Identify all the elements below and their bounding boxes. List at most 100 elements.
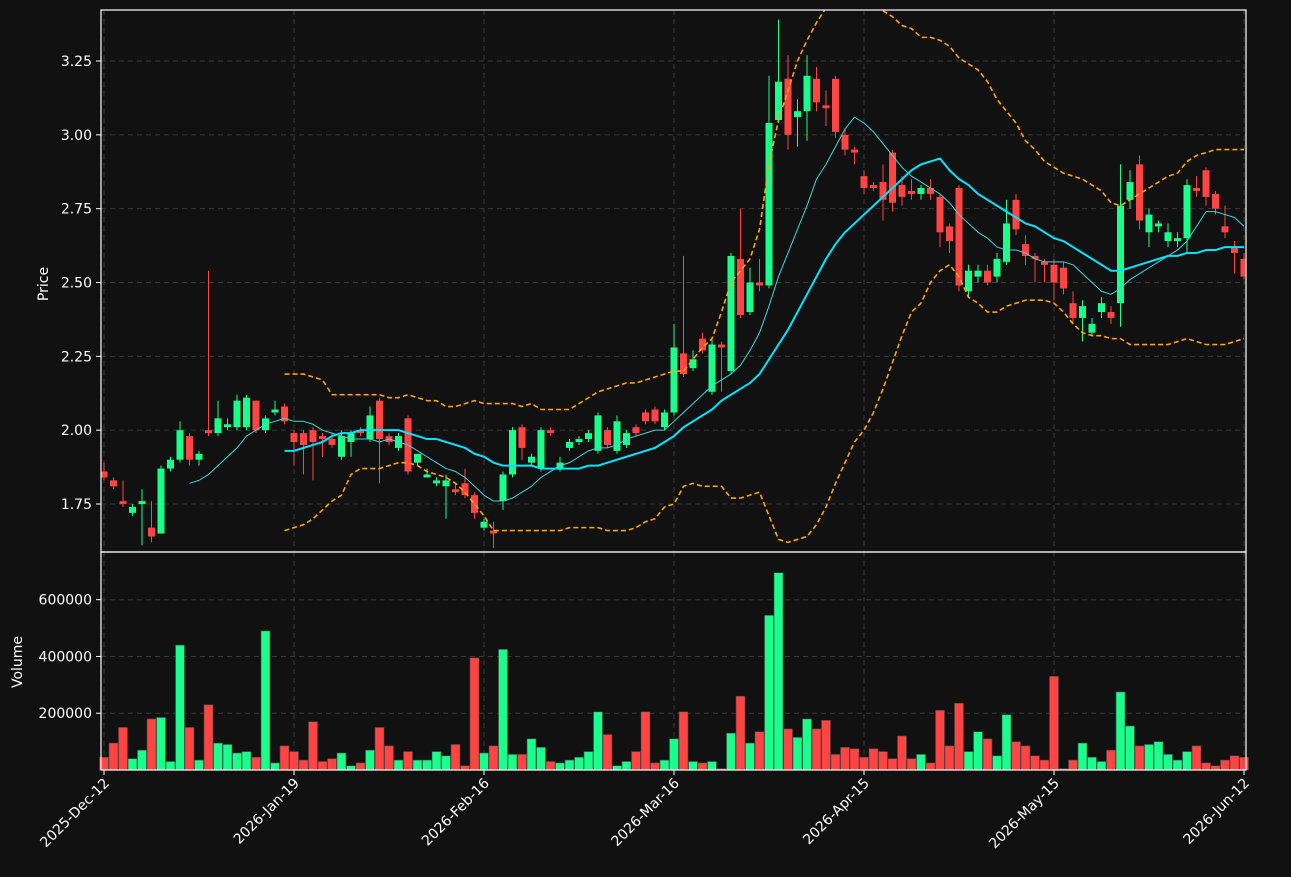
- candle-body: [585, 433, 592, 440]
- volume-bar: [289, 751, 299, 771]
- volume-bar: [555, 762, 565, 771]
- candle-body: [176, 430, 184, 460]
- candle-body: [518, 427, 526, 448]
- volume-bar: [1049, 676, 1059, 771]
- candle-body: [366, 415, 374, 440]
- volume-bar: [146, 718, 157, 771]
- candle-body: [129, 506, 136, 513]
- candle-body: [1088, 323, 1096, 333]
- y-tick-label: 2.75: [61, 202, 92, 218]
- volume-bar: [669, 738, 679, 771]
- volume-bar: [764, 614, 774, 771]
- volume-bar: [1191, 745, 1202, 771]
- candle-body: [1031, 255, 1039, 259]
- candle-body: [784, 78, 792, 135]
- volume-bar: [802, 718, 812, 771]
- candle-body: [205, 430, 212, 434]
- volume-bar: [688, 761, 698, 771]
- candle-body: [1231, 247, 1238, 253]
- candle-body: [879, 182, 887, 200]
- candle-body: [1212, 193, 1219, 209]
- volume-bar: [1087, 756, 1097, 771]
- candle-body: [822, 105, 830, 109]
- candle-body: [1012, 199, 1020, 230]
- volume-bar: [441, 755, 451, 771]
- volume-bar: [1220, 759, 1230, 771]
- volume-bar: [213, 742, 223, 771]
- volume-bar: [137, 749, 147, 771]
- candle-body: [1050, 264, 1058, 283]
- volume-bar: [773, 572, 784, 771]
- volume-bar: [564, 759, 575, 771]
- candle-body: [965, 270, 972, 292]
- candle-body: [974, 270, 982, 277]
- candle-body: [889, 152, 896, 203]
- candle-body: [1174, 238, 1181, 242]
- volume-bar: [1096, 761, 1107, 771]
- candle-body: [680, 353, 687, 375]
- candle-body: [148, 527, 155, 537]
- volume-bar: [232, 752, 242, 771]
- volume-bar: [336, 752, 347, 771]
- candle-body: [689, 359, 697, 369]
- volume-bar: [241, 751, 252, 771]
- volume-bar: [498, 649, 508, 771]
- volume-bar: [526, 738, 537, 771]
- volume-bar: [1239, 756, 1249, 771]
- volume-bar: [574, 756, 584, 771]
- volume-bar: [849, 748, 860, 771]
- candle-body: [860, 176, 868, 188]
- candle-body: [1193, 187, 1200, 191]
- volume-bar: [507, 754, 518, 771]
- volume-bar: [925, 762, 936, 771]
- volume-bar: [298, 759, 309, 771]
- candle-body: [347, 433, 355, 442]
- candle-body: [898, 185, 906, 197]
- candle-body: [499, 474, 507, 502]
- volume-bar: [631, 751, 641, 771]
- candle-body: [309, 430, 317, 442]
- candle-body: [186, 436, 193, 460]
- volume-bar: [1030, 755, 1040, 771]
- volume-bar: [1182, 751, 1192, 771]
- volume-bar: [450, 744, 461, 771]
- volume-bar: [184, 727, 195, 771]
- candle-body: [566, 441, 573, 448]
- volume-bar: [868, 748, 879, 771]
- candle-body: [480, 521, 488, 528]
- volume-bar: [203, 704, 214, 771]
- candle-body: [651, 409, 659, 422]
- volume-bar: [792, 737, 803, 771]
- candle-body: [661, 412, 668, 428]
- volume-bar: [659, 759, 670, 771]
- volume-bar: [1020, 745, 1031, 771]
- volume-bar: [583, 751, 594, 771]
- volume-bar: [1106, 749, 1116, 771]
- candle-body: [604, 430, 611, 445]
- volume-bar: [726, 732, 736, 771]
- volume-bar: [127, 758, 138, 771]
- y-tick-label: 2.50: [61, 276, 92, 292]
- overlay-line: [284, 263, 1245, 544]
- candle-body: [281, 406, 288, 422]
- candle-body: [670, 347, 678, 413]
- volume-bar: [916, 754, 926, 771]
- volume-bar: [118, 727, 128, 771]
- candle-body: [594, 415, 602, 451]
- volume-bar: [355, 762, 366, 771]
- candle-body: [195, 453, 203, 460]
- candle-body: [1136, 164, 1143, 221]
- candle-body: [984, 270, 991, 283]
- candle-body: [737, 258, 744, 315]
- candle-body: [167, 459, 174, 469]
- volume-bar: [697, 762, 708, 771]
- candle-body: [993, 258, 1001, 277]
- volume-bar: [811, 728, 822, 771]
- volume-bar: [754, 731, 765, 771]
- volume-bar: [279, 745, 290, 771]
- candle-body: [224, 424, 231, 428]
- volume-bar: [1077, 742, 1088, 771]
- candle-body: [1107, 312, 1115, 318]
- candle-body: [832, 78, 839, 132]
- volume-bar: [536, 746, 546, 771]
